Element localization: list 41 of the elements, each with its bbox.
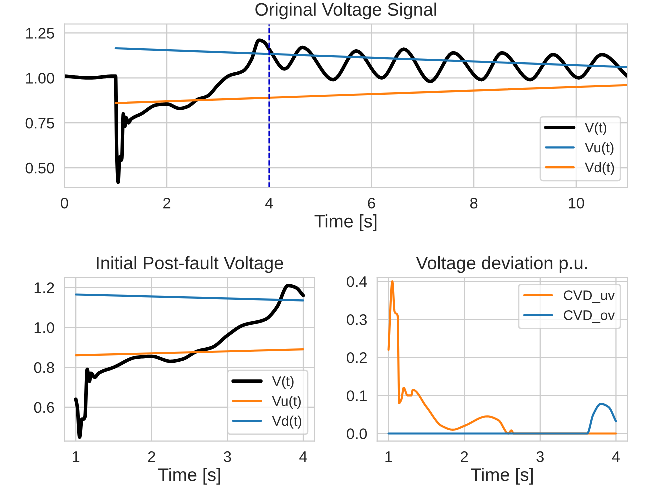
x-tick-label: 2 — [148, 451, 156, 462]
x-axis-title: Time [s] — [158, 468, 220, 485]
x-tick-label: 3 — [224, 451, 232, 462]
y-tick-label: 0.2 — [347, 352, 367, 364]
chart-title: Original Voltage Signal — [256, 2, 436, 20]
y-tick-label: 1.0 — [34, 322, 54, 334]
legend-label: Vd(t) — [585, 162, 614, 176]
y-tick-label: 0.75 — [26, 118, 54, 129]
x-tick-label: 4 — [300, 452, 308, 462]
x-tick-label: 4 — [265, 198, 274, 209]
y-tick-label: 1.25 — [26, 28, 54, 39]
legend-label: CVD_ov — [564, 310, 616, 323]
x-tick-label: 2 — [164, 198, 171, 209]
legend-label: Vu(t) — [272, 396, 301, 409]
y-tick-label: 1.00 — [26, 73, 54, 84]
legend-label: Vu(t) — [585, 142, 614, 156]
legend-label: V(t) — [272, 376, 294, 390]
x-tick-label: 4 — [612, 452, 620, 462]
y-tick-label: 1.2 — [34, 282, 54, 294]
x-axis-title: Time [s] — [314, 214, 377, 232]
x-tick-label: 1 — [72, 452, 80, 462]
legend-label: CVD_uv — [564, 290, 616, 304]
x-tick-label: 10 — [569, 198, 584, 209]
x-tick-label: 8 — [470, 198, 478, 209]
y-tick-label: 0.4 — [347, 276, 368, 288]
y-tick-label: 0.1 — [347, 390, 367, 402]
y-tick-label: 0.3 — [347, 314, 368, 326]
y-tick-label: 0.8 — [34, 362, 54, 374]
legend-label: Vd(t) — [272, 416, 302, 429]
legend-label: V(t) — [585, 122, 607, 136]
chart-title: Voltage deviation p.u. — [416, 256, 588, 274]
x-tick-label: 0 — [61, 198, 68, 209]
x-tick-label: 6 — [368, 198, 376, 209]
y-tick-label: 0.6 — [34, 402, 54, 414]
y-tick-label: 0.0 — [347, 428, 368, 440]
x-axis-title: Time [s] — [471, 468, 533, 485]
x-tick-label: 1 — [386, 452, 392, 462]
y-tick-label: 0.50 — [26, 162, 54, 174]
x-tick-label: 2 — [461, 451, 468, 462]
chart-title: Initial Post-fault Voltage — [97, 256, 284, 274]
x-tick-label: 3 — [536, 451, 544, 462]
